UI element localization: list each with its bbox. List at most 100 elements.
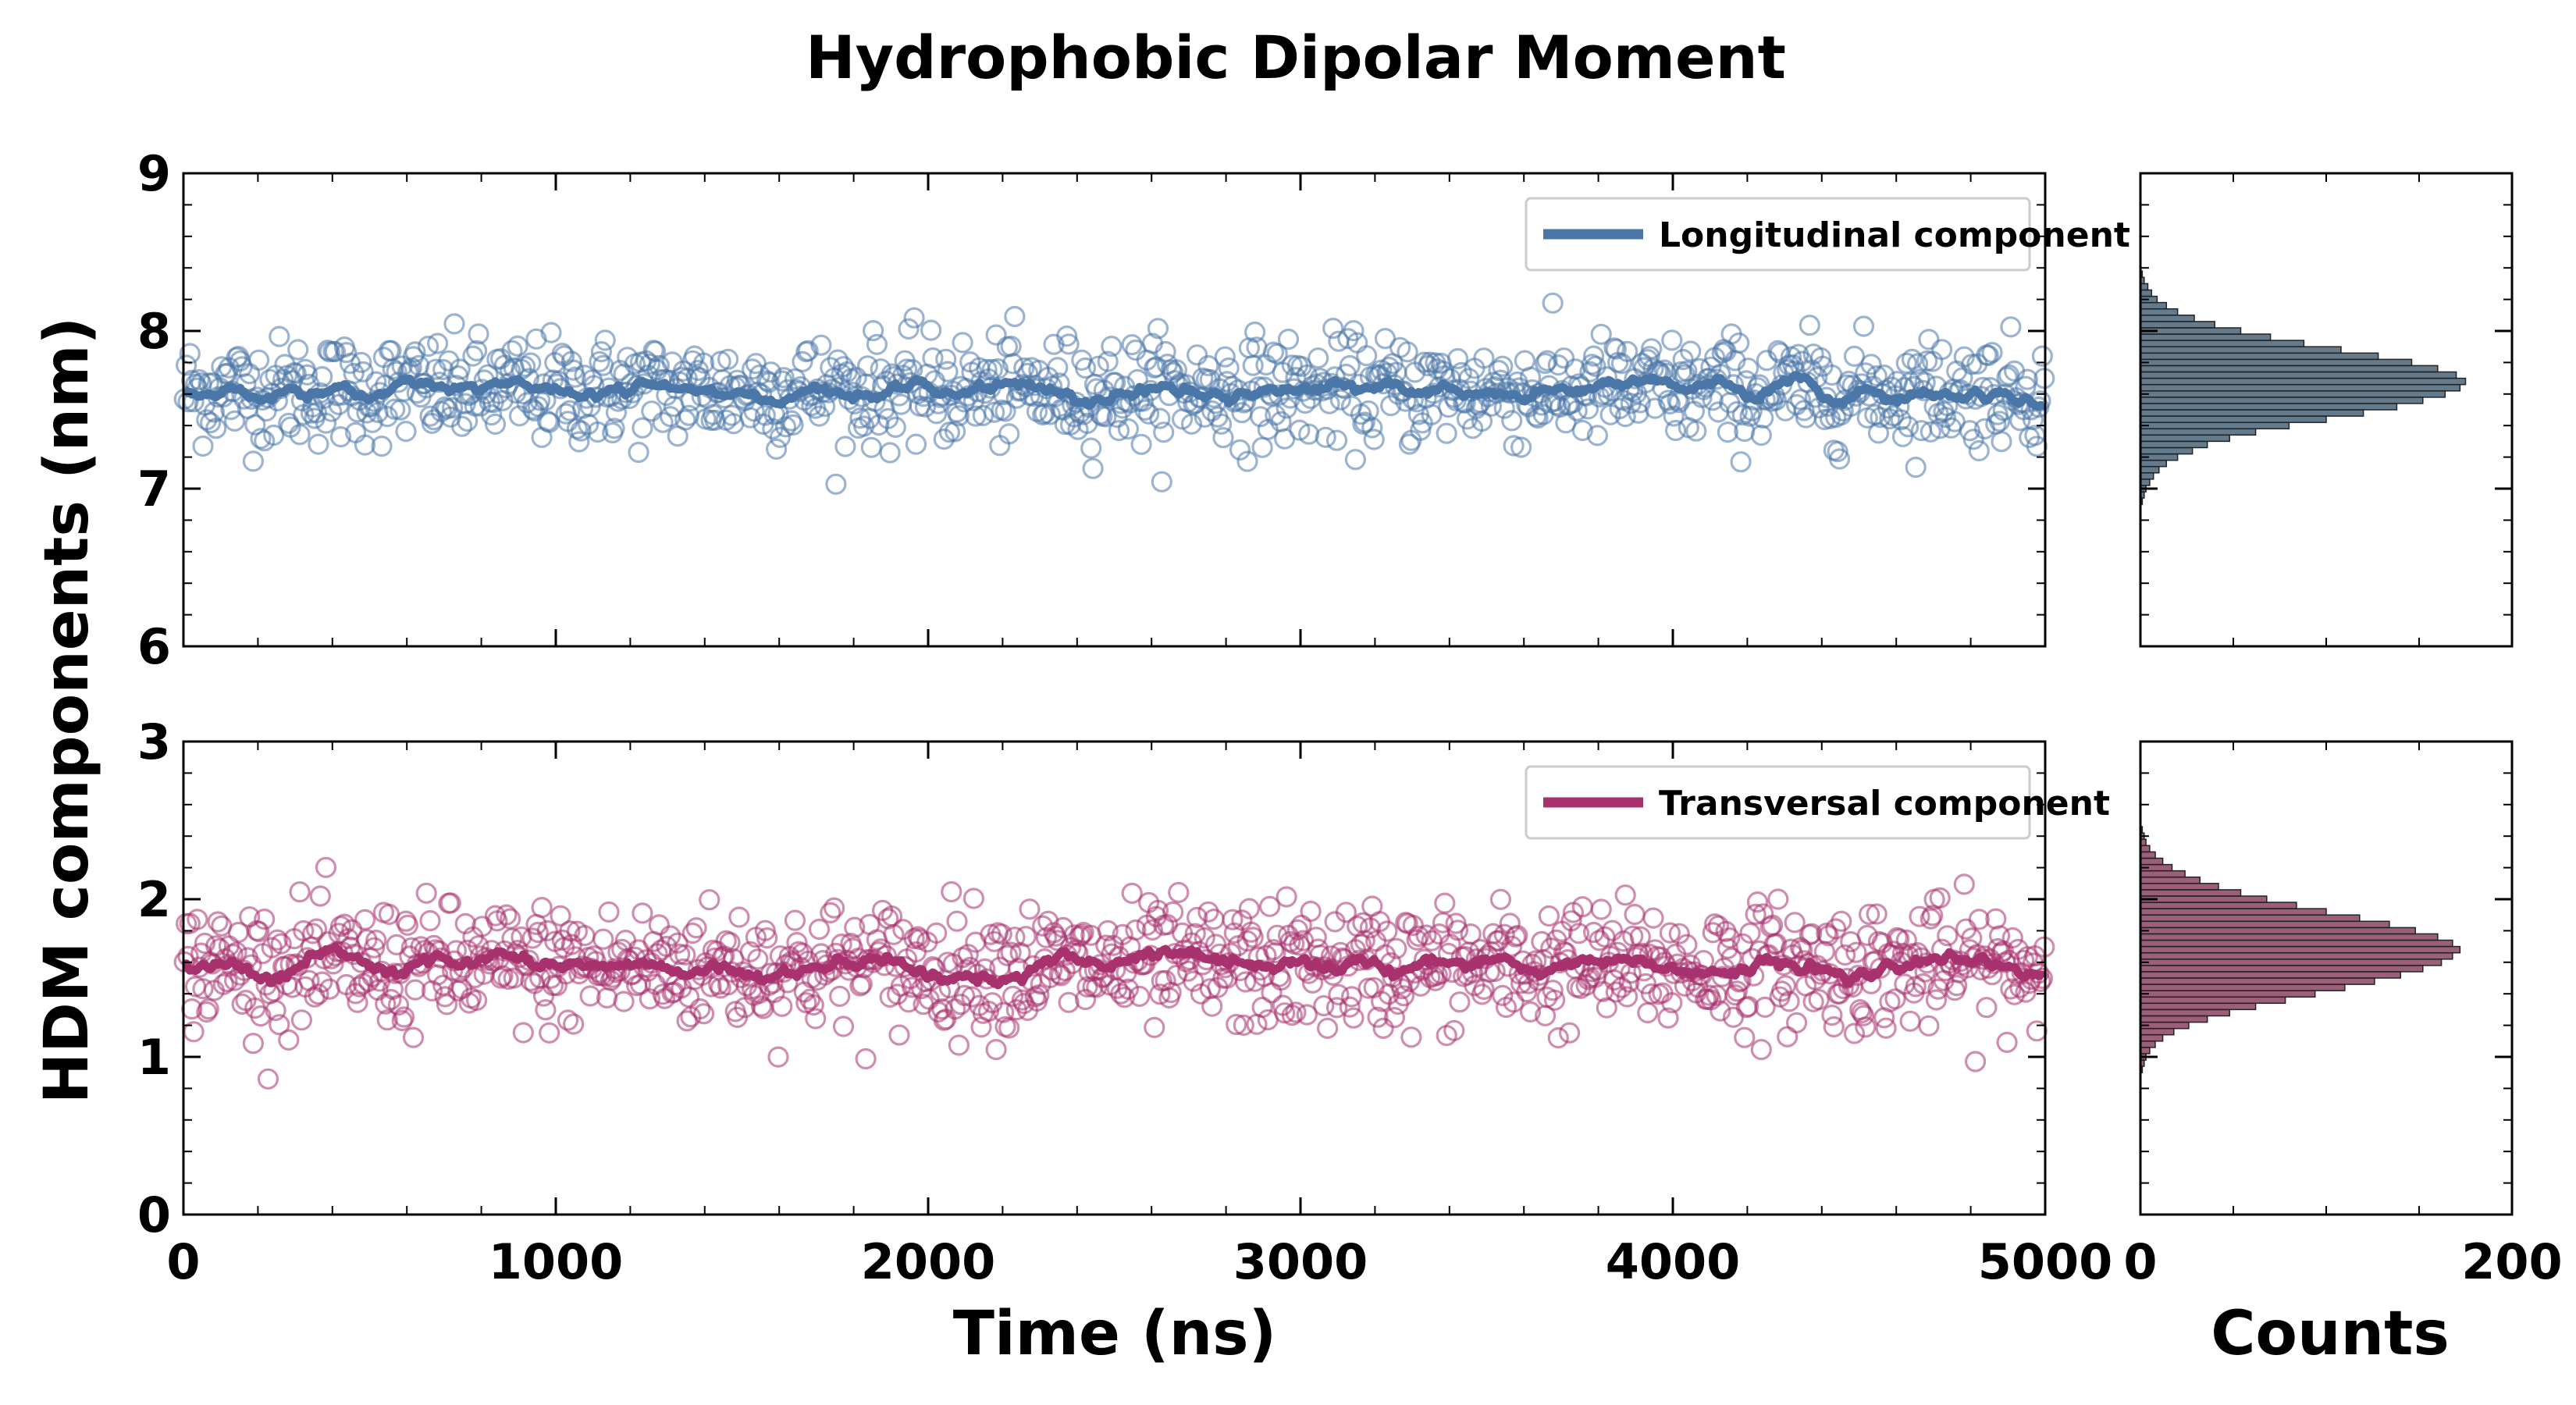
data-point bbox=[1661, 992, 1683, 1014]
data-point bbox=[315, 412, 337, 434]
data-point bbox=[1637, 1001, 1659, 1024]
data-point bbox=[1162, 901, 1184, 923]
data-point bbox=[674, 409, 696, 431]
data-point bbox=[681, 922, 703, 944]
data-point bbox=[376, 1009, 398, 1031]
x-tick-label: 4000 bbox=[1606, 1233, 1741, 1290]
data-point bbox=[269, 325, 290, 347]
data-point bbox=[1238, 898, 1261, 919]
data-point bbox=[2000, 978, 2022, 1000]
histogram-bar bbox=[2140, 321, 2215, 329]
data-point bbox=[692, 1003, 715, 1025]
data-point bbox=[1340, 986, 1363, 1008]
data-point bbox=[1968, 439, 1990, 462]
data-point bbox=[1144, 1016, 1165, 1039]
data-point bbox=[363, 937, 386, 959]
running-average-line bbox=[181, 942, 2047, 990]
histogram-bar bbox=[2140, 289, 2153, 297]
data-point bbox=[1386, 937, 1407, 959]
data-point bbox=[1799, 315, 1820, 336]
data-point bbox=[1465, 397, 1488, 419]
data-point bbox=[404, 979, 426, 1001]
data-point bbox=[926, 922, 948, 944]
data-point bbox=[1186, 906, 1208, 929]
data-point bbox=[1300, 900, 1322, 923]
data-point bbox=[1222, 909, 1244, 930]
data-point bbox=[354, 909, 376, 931]
data-point bbox=[1499, 912, 1521, 934]
histogram-bar bbox=[2140, 346, 2342, 354]
data-point bbox=[1032, 915, 1054, 937]
data-point bbox=[1082, 457, 1104, 479]
data-point bbox=[699, 889, 720, 911]
data-point bbox=[1726, 980, 1748, 1002]
data-point bbox=[1991, 431, 2012, 453]
data-point bbox=[1325, 429, 1348, 451]
data-point bbox=[1767, 340, 1789, 361]
data-point bbox=[297, 364, 318, 386]
data-point bbox=[450, 415, 473, 437]
data-point bbox=[1680, 340, 1702, 362]
data-point bbox=[1372, 1017, 1394, 1040]
data-point bbox=[1277, 329, 1300, 350]
data-point bbox=[1817, 925, 1839, 947]
data-point bbox=[1501, 935, 1523, 957]
counts-axis-label: Counts bbox=[2211, 1299, 2450, 1369]
data-point bbox=[820, 902, 841, 924]
data-point bbox=[248, 920, 270, 943]
data-point bbox=[1380, 394, 1402, 417]
x-tick-label: 2000 bbox=[861, 1233, 996, 1290]
data-point bbox=[648, 914, 671, 936]
data-point bbox=[985, 324, 1007, 346]
data-point bbox=[1629, 926, 1651, 948]
data-point bbox=[1977, 344, 1999, 366]
data-point bbox=[535, 999, 557, 1021]
data-point bbox=[935, 348, 957, 370]
data-point bbox=[350, 351, 372, 373]
data-point bbox=[278, 1029, 300, 1051]
histogram-bar bbox=[2140, 409, 2364, 417]
data-point bbox=[962, 887, 985, 909]
x-tick-label: 1000 bbox=[489, 1233, 624, 1290]
data-point bbox=[1489, 888, 1512, 910]
data-point bbox=[1197, 354, 1219, 377]
data-point bbox=[1251, 436, 1273, 458]
data-point bbox=[1996, 366, 2018, 388]
legend-label: Longitudinal component bbox=[1659, 215, 2130, 255]
data-point bbox=[1710, 1000, 1731, 1022]
data-point bbox=[1821, 1004, 1843, 1026]
data-point bbox=[632, 417, 653, 439]
data-point bbox=[1610, 353, 1632, 375]
data-point bbox=[1471, 410, 1493, 432]
data-point bbox=[1702, 389, 1724, 411]
data-point bbox=[287, 339, 309, 361]
data-point bbox=[1214, 346, 1236, 368]
data-point bbox=[1898, 416, 1920, 438]
top-histogram-panel bbox=[2139, 172, 2514, 648]
data-point bbox=[802, 994, 824, 1016]
histogram-bar bbox=[2140, 428, 2257, 436]
data-point bbox=[953, 984, 976, 1007]
histogram-bar bbox=[2140, 889, 2242, 897]
data-point bbox=[386, 934, 407, 956]
data-point bbox=[1873, 365, 1895, 386]
histogram-bar bbox=[2140, 422, 2290, 430]
data-point bbox=[468, 323, 489, 345]
data-point bbox=[1968, 909, 1990, 930]
data-point bbox=[449, 358, 471, 380]
data-point bbox=[1668, 923, 1690, 944]
data-point bbox=[1194, 927, 1215, 949]
data-point bbox=[799, 988, 821, 1010]
histogram-bar bbox=[2140, 1015, 2208, 1023]
data-point bbox=[1296, 1004, 1318, 1026]
data-point bbox=[898, 318, 920, 340]
data-point bbox=[660, 925, 681, 947]
data-point bbox=[933, 428, 955, 450]
data-point bbox=[1125, 919, 1147, 941]
data-point bbox=[598, 901, 620, 923]
data-point bbox=[1210, 413, 1233, 435]
data-point bbox=[1786, 1012, 1808, 1033]
data-point bbox=[434, 986, 456, 1008]
x-axis-label: Time (ns) bbox=[953, 1299, 1277, 1369]
